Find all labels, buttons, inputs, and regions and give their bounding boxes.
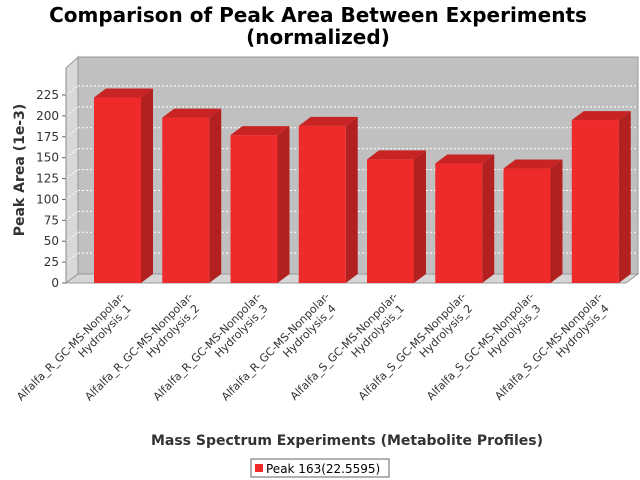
gridline-side [65,106,79,117]
legend-box [250,458,390,478]
y-tick-label: 125 [36,172,59,186]
y-axis-title: Peak Area (1e-3) [12,104,28,237]
y-tick-label: 0 [51,276,59,290]
gridline-side [65,190,79,200]
x-tick-label-line: Alfalfa_S_GC-MS-Nonpolar- [288,290,401,403]
bar-side [277,126,290,283]
bar-top [230,126,290,136]
y-tick-label: 200 [36,109,59,123]
bar-side [141,88,153,283]
bar-front [571,120,619,283]
bar-top [162,108,222,118]
x-tick-label-line: Alfalfa_R_GC-MS-Nonpolar- [14,290,127,403]
x-tick-label-line: Alfalfa_R_GC-MS-Nonpolar- [151,290,264,403]
bar-front [230,135,278,283]
bar-top [298,116,358,126]
x-tick-label-line: Alfalfa_S_GC-MS-Nonpolar- [356,290,469,403]
bar-side [345,116,358,284]
y-axis: 0 25 50 75 100 125 150 175 200 225 [36,68,67,290]
x-tick-label-line: Alfalfa_R_GC-MS-Nonpolar- [219,290,332,403]
gridline-side [65,210,79,221]
y-tick-label: 100 [36,192,59,206]
bar-front [367,159,414,283]
y-tick-label: 175 [36,130,59,144]
x-tick-label-line: Alfalfa_R_GC-MS-Nonpolar- [82,290,195,403]
y-tick-label: 150 [36,151,59,165]
bar-side [618,111,631,283]
bar-top [503,159,563,169]
bar-side [482,154,495,283]
bar [162,108,222,283]
y-tick-label: 75 [44,213,59,227]
gridline-side [65,169,79,179]
y-tick-label: 50 [44,234,59,248]
bar [298,116,358,284]
bar-front [94,97,141,283]
legend-label: Peak 163(22.5595) [266,462,380,476]
gridline-side [65,252,79,263]
bar-top [367,150,426,160]
bar-front [435,163,483,283]
bar-front [298,125,346,284]
bar [94,88,153,283]
bar [435,154,495,283]
bar-front [503,168,551,283]
bar-side [209,108,222,283]
bar [367,150,426,283]
bar-side [550,159,563,283]
plot-left-wall [65,55,79,284]
gridline-side [65,127,79,138]
gridline-side [65,85,79,96]
bar-top [435,154,495,164]
legend: Peak 163(22.5595) [250,458,390,478]
legend-swatch [255,464,263,472]
x-tick-label: Alfalfa_R_GC-MS-Nonpolar-Hydrolysis_1 [14,290,137,413]
bar [230,126,290,283]
bar [503,159,563,283]
x-tick-label-line: Alfalfa_S_GC-MS-Nonpolar- [492,290,605,403]
bar-top [94,88,153,98]
y-tick-label: 225 [36,88,59,102]
bar-side [414,150,426,283]
x-tick-label-line: Alfalfa_S_GC-MS-Nonpolar- [424,290,537,403]
bar-front [162,117,210,283]
bars [94,88,631,284]
gridline-side [65,148,79,159]
chart-title-line-2: (normalized) [246,25,390,49]
x-axis-title: Mass Spectrum Experiments (Metabolite Pr… [151,433,543,449]
bar [571,111,631,283]
y-tick-label: 25 [44,255,59,269]
bar-top [571,111,631,121]
gridline-side [65,231,79,242]
chart-title-line-1: Comparison of Peak Area Between Experime… [49,3,587,27]
x-axis-labels: Alfalfa_R_GC-MS-Nonpolar-Hydrolysis_1Alf… [14,290,612,413]
